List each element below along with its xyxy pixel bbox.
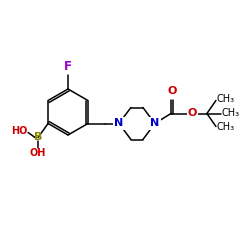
Text: CH₃: CH₃ (217, 94, 235, 104)
Text: OH: OH (30, 148, 46, 158)
Text: B: B (34, 132, 42, 142)
Text: HO: HO (11, 126, 27, 136)
Text: N: N (114, 118, 124, 128)
Text: O: O (188, 108, 197, 118)
Text: N: N (150, 118, 160, 128)
Text: F: F (64, 60, 72, 73)
Text: CH₃: CH₃ (217, 122, 235, 132)
Text: CH₃: CH₃ (222, 108, 240, 118)
Text: O: O (167, 86, 176, 97)
